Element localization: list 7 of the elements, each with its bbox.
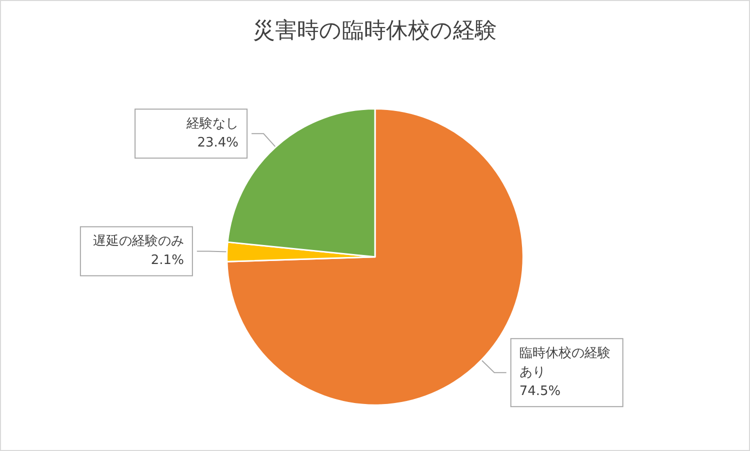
data-label: 2.1% (150, 253, 184, 268)
chart-title: 災害時の臨時休校の経験 (253, 18, 497, 44)
data-label: 74.5% (519, 384, 561, 400)
data-label: 23.4% (197, 136, 239, 151)
slice-label: 経験なし (186, 116, 239, 132)
slice-label: 臨時休校の経験あり (519, 346, 610, 380)
slice-label: 遅延の経験のみ (92, 234, 184, 250)
